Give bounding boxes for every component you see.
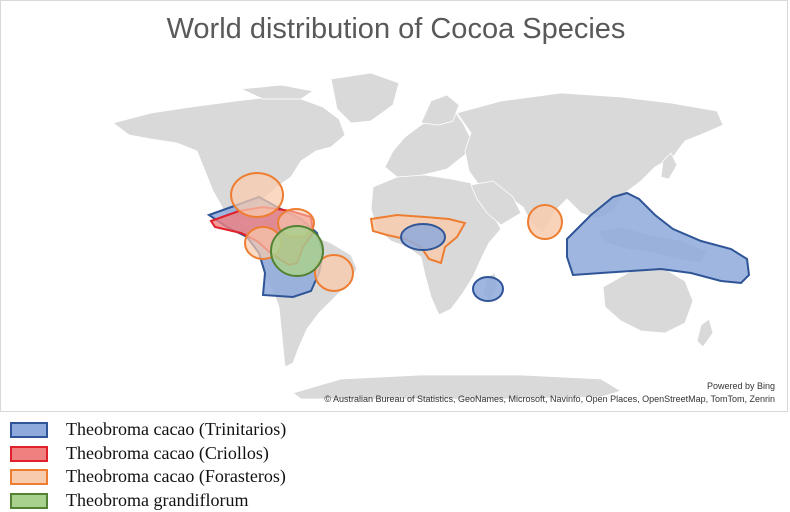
- region-forasteros-central-america: [230, 172, 285, 218]
- land-scandinavia: [420, 94, 460, 126]
- map-chart-frame: World distribution of Cocoa Species: [0, 0, 788, 412]
- world-map: [112, 72, 751, 400]
- land-arabia: [470, 180, 522, 226]
- legend-label-grandiflorum: Theobroma grandiflorum: [66, 489, 249, 510]
- distribution-regions: [206, 172, 751, 302]
- land-australia: [602, 268, 694, 334]
- land-arctic-islands: [239, 84, 315, 100]
- land-new-zealand: [696, 318, 714, 348]
- land-greenland: [330, 72, 400, 124]
- legend-label-forasteros: Theobroma cacao (Forasteros): [66, 466, 286, 486]
- region-grandiflorum: [270, 225, 324, 277]
- land-antarctica: [292, 374, 622, 400]
- legend-label-criollos: Theobroma cacao (Criollos): [66, 442, 269, 463]
- powered-by-label: Powered by Bing: [706, 381, 775, 391]
- legend-swatch-criollos: [10, 445, 48, 462]
- legend-swatch-forasteros: [10, 469, 48, 485]
- land-japan: [660, 152, 678, 180]
- region-forasteros-eastern-brazil: [314, 254, 354, 292]
- legend-swatch-grandiflorum: [10, 492, 48, 509]
- region-trinitarios-southeast-asia: [566, 191, 751, 285]
- copyright-notice: © Australian Bureau of Statistics, GeoNa…: [324, 394, 775, 404]
- region-trinitarios-madagascar: [472, 276, 504, 302]
- region-trinitarios-gulf-of-guinea: [400, 223, 446, 251]
- legend-swatch-trinitarios: [10, 422, 48, 438]
- chart-title: World distribution of Cocoa Species: [166, 13, 626, 45]
- region-forasteros-india: [527, 204, 563, 240]
- legend-label-trinitarios: Theobroma cacao (Trinitarios): [66, 419, 287, 439]
- land-north-america: [112, 96, 346, 222]
